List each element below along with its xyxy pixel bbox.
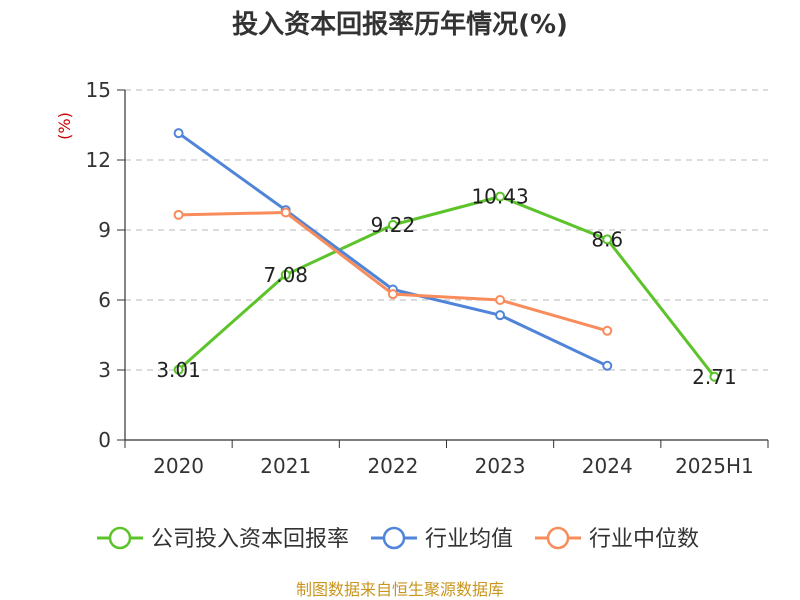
legend-marker [108,526,132,550]
source-note: 制图数据来自恒生聚源数据库 [296,580,504,599]
data-label: 9.22 [371,213,416,237]
x-tick-label: 2023 [475,454,526,478]
series-line [177,195,716,378]
y-tick-label: 0 [98,428,111,452]
legend: 公司投入资本回报率 行业均值 行业中位数 [97,526,699,552]
data-label: 10.43 [471,185,528,209]
x-tick-label: 2024 [582,454,633,478]
data-point [495,191,506,202]
data-point [387,219,398,230]
data-point [709,371,720,382]
x-tick-label: 2021 [260,454,311,478]
data-point [602,325,613,336]
y-tick-label: 9 [98,218,111,242]
data-point [280,207,291,218]
chart-title: 投入资本回报率历年情况(%) [232,9,568,40]
y-axis-unit: (%) [55,112,74,140]
data-point [280,269,291,280]
data-label: 2.71 [692,365,737,389]
data-label: 3.01 [156,358,201,382]
legend-marker [382,526,406,550]
x-tick-label: 2020 [153,454,204,478]
data-point [173,209,184,220]
data-point [602,360,613,371]
data-point [173,128,184,139]
data-labels: 3.01 7.08 9.22 10.43 8.6 2.71 [156,185,736,389]
data-label: 8.6 [591,227,623,251]
grid-lines [125,89,768,371]
data-point [495,295,506,305]
x-tick-label: 2025H1 [675,454,754,478]
series-line [177,131,608,368]
data-point [602,234,613,245]
y-tick-label: 6 [98,288,111,312]
series-group [173,128,720,382]
data-point [173,364,184,375]
data-label: 7.08 [263,263,308,287]
y-tick-label: 12 [86,148,111,172]
legend-label: 行业中位数 [589,527,699,552]
x-tick-label: 2022 [367,454,418,478]
legend-label: 行业均值 [425,527,513,552]
data-point [495,310,506,321]
y-tick-label: 15 [86,78,111,102]
legend-label: 公司投入资本回报率 [151,527,349,552]
y-tick-label: 3 [98,358,111,382]
axes: 0 3 6 9 12 15 2020 2021 2022 2023 2024 2025H1 [86,78,769,478]
legend-marker [546,526,570,550]
data-point [387,289,398,300]
